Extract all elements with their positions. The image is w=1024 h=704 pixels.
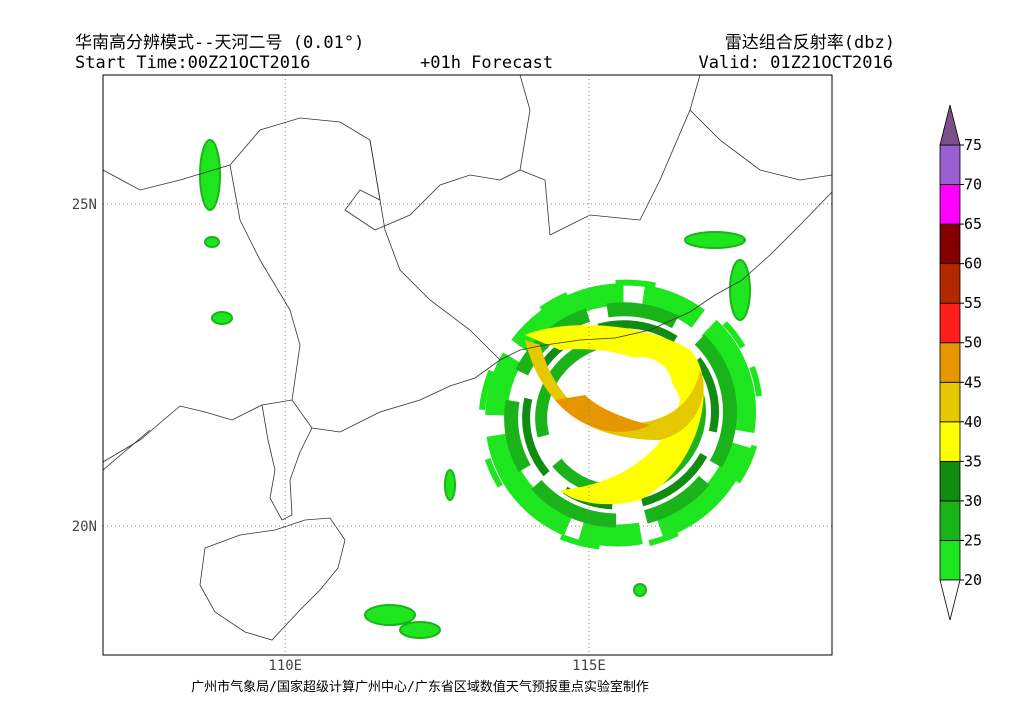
- province-border: [689, 109, 833, 181]
- colorbar-box: [939, 540, 961, 581]
- colorbar-label: 70: [964, 176, 982, 194]
- colorbar-box: [939, 144, 961, 185]
- province-border: [369, 139, 501, 361]
- y-tick-label: 25N: [72, 197, 97, 213]
- coastline: [102, 191, 833, 463]
- colorbar-label: 35: [964, 452, 982, 470]
- radar-echo: [199, 139, 763, 639]
- colorbar-label: 25: [964, 531, 982, 549]
- echo-cell: [399, 621, 441, 639]
- colorbar-box: [939, 184, 961, 225]
- echo-band: [485, 283, 756, 547]
- colorbar-box: [939, 223, 961, 265]
- echo-arm: [525, 340, 704, 440]
- echo-cell: [364, 604, 416, 626]
- graticule: 110E 115E 20N 25N: [72, 75, 832, 674]
- echo-cell: [211, 311, 233, 325]
- product: 雷达组合反射率(dbz): [725, 33, 895, 53]
- echo-core: [555, 395, 650, 432]
- peninsula: [261, 404, 313, 521]
- island: [199, 517, 346, 641]
- coastlines: [102, 74, 833, 641]
- colorbar-label: 75: [964, 136, 982, 154]
- colorbar-label: 45: [964, 373, 982, 391]
- x-tick-label: 110E: [268, 658, 302, 674]
- colorbar-label: 55: [964, 294, 982, 312]
- colorbar: 20 25 30 35 40 45 50 55 60 65 70 75: [939, 104, 982, 621]
- echo-cell: [684, 231, 746, 249]
- colorbar-box: [939, 302, 961, 344]
- colorbar-box: [939, 342, 961, 383]
- echo-band: [478, 279, 763, 551]
- colorbar-under: [939, 579, 961, 621]
- colorbar-box: [939, 460, 961, 502]
- colorbar-box: [939, 381, 961, 423]
- map-frame: [102, 74, 833, 656]
- echo-band: [522, 320, 719, 510]
- colorbar-label: 40: [964, 413, 982, 431]
- colorbar-box: [939, 421, 961, 462]
- colorbar-label: 20: [964, 571, 982, 589]
- colorbar-over: [939, 104, 961, 146]
- echo-cell: [633, 583, 647, 597]
- colorbar-label: 50: [964, 334, 982, 352]
- echo-cell: [204, 236, 220, 248]
- echo-eye: [608, 357, 672, 413]
- colorbar-box: [939, 500, 961, 541]
- colorbar-box: [939, 263, 961, 304]
- province-border: [102, 74, 701, 236]
- province-border: [229, 164, 301, 401]
- echo-cell: [729, 259, 751, 321]
- x-tick-label: 115E: [572, 658, 606, 674]
- echo-band: [504, 302, 737, 528]
- start-time: Start Time:00Z21OCT2016: [75, 53, 310, 73]
- title: 华南高分辨模式--天河二号 (0.01°): [75, 33, 364, 53]
- echo-cell: [199, 139, 221, 211]
- colorbar-label: 30: [964, 492, 982, 510]
- y-tick-label: 20N: [72, 519, 97, 535]
- forecast: +01h Forecast: [420, 53, 553, 73]
- valid-time: Valid: 01Z21OCT2016: [699, 53, 893, 73]
- colorbar-label: 60: [964, 255, 982, 273]
- echo-cell: [444, 469, 456, 501]
- footer: 广州市气象局/国家超级计算广州中心/广东省区域数值天气预报重点实验室制作: [191, 679, 649, 695]
- colorbar-label: 65: [964, 215, 982, 233]
- province-border: [519, 74, 531, 171]
